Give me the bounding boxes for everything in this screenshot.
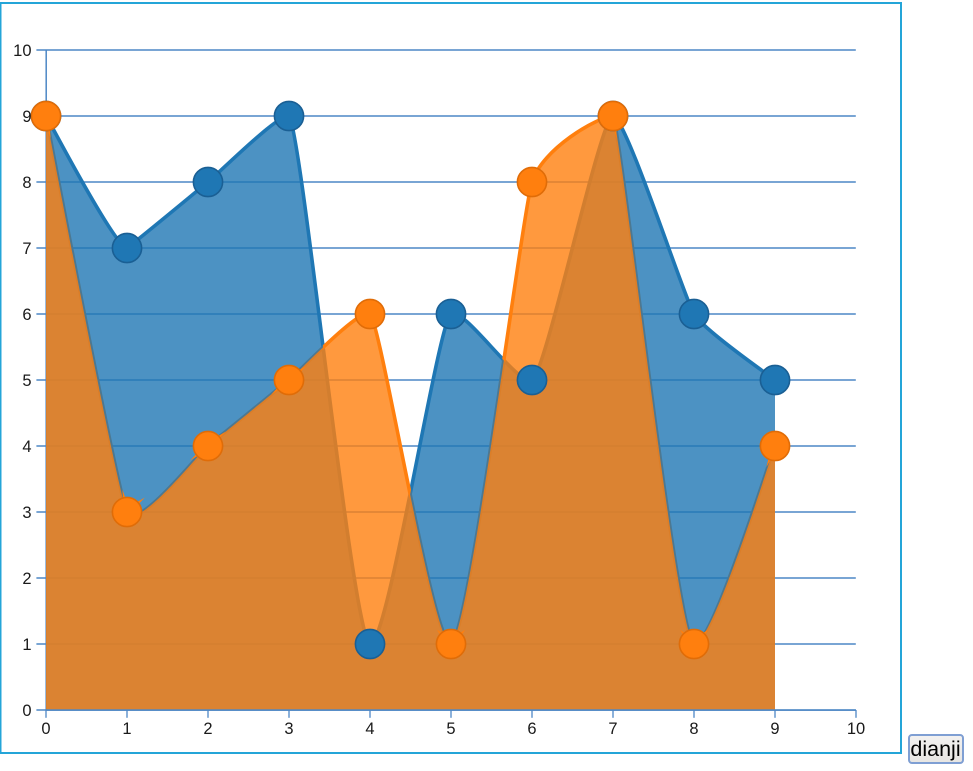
svg-text:8: 8 (689, 720, 698, 738)
svg-text:6: 6 (527, 720, 536, 738)
svg-text:3: 3 (284, 720, 293, 738)
svg-text:dianji: dianji (910, 737, 960, 761)
svg-text:4: 4 (365, 720, 374, 738)
svg-text:5: 5 (446, 720, 455, 738)
svg-text:9: 9 (22, 108, 31, 126)
svg-text:7: 7 (608, 720, 617, 738)
svg-text:2: 2 (22, 570, 31, 588)
svg-text:7: 7 (22, 240, 31, 258)
svg-text:4: 4 (22, 438, 31, 456)
svg-text:1: 1 (122, 720, 131, 738)
svg-text:2: 2 (203, 720, 212, 738)
svg-text:3: 3 (22, 504, 31, 522)
svg-text:1: 1 (22, 636, 31, 654)
svg-text:10: 10 (13, 42, 31, 60)
svg-text:10: 10 (847, 720, 865, 738)
svg-text:0: 0 (22, 702, 31, 720)
svg-text:6: 6 (22, 306, 31, 324)
svg-text:0: 0 (41, 720, 50, 738)
svg-text:8: 8 (22, 174, 31, 192)
svg-text:9: 9 (770, 720, 779, 738)
svg-text:5: 5 (22, 372, 31, 390)
